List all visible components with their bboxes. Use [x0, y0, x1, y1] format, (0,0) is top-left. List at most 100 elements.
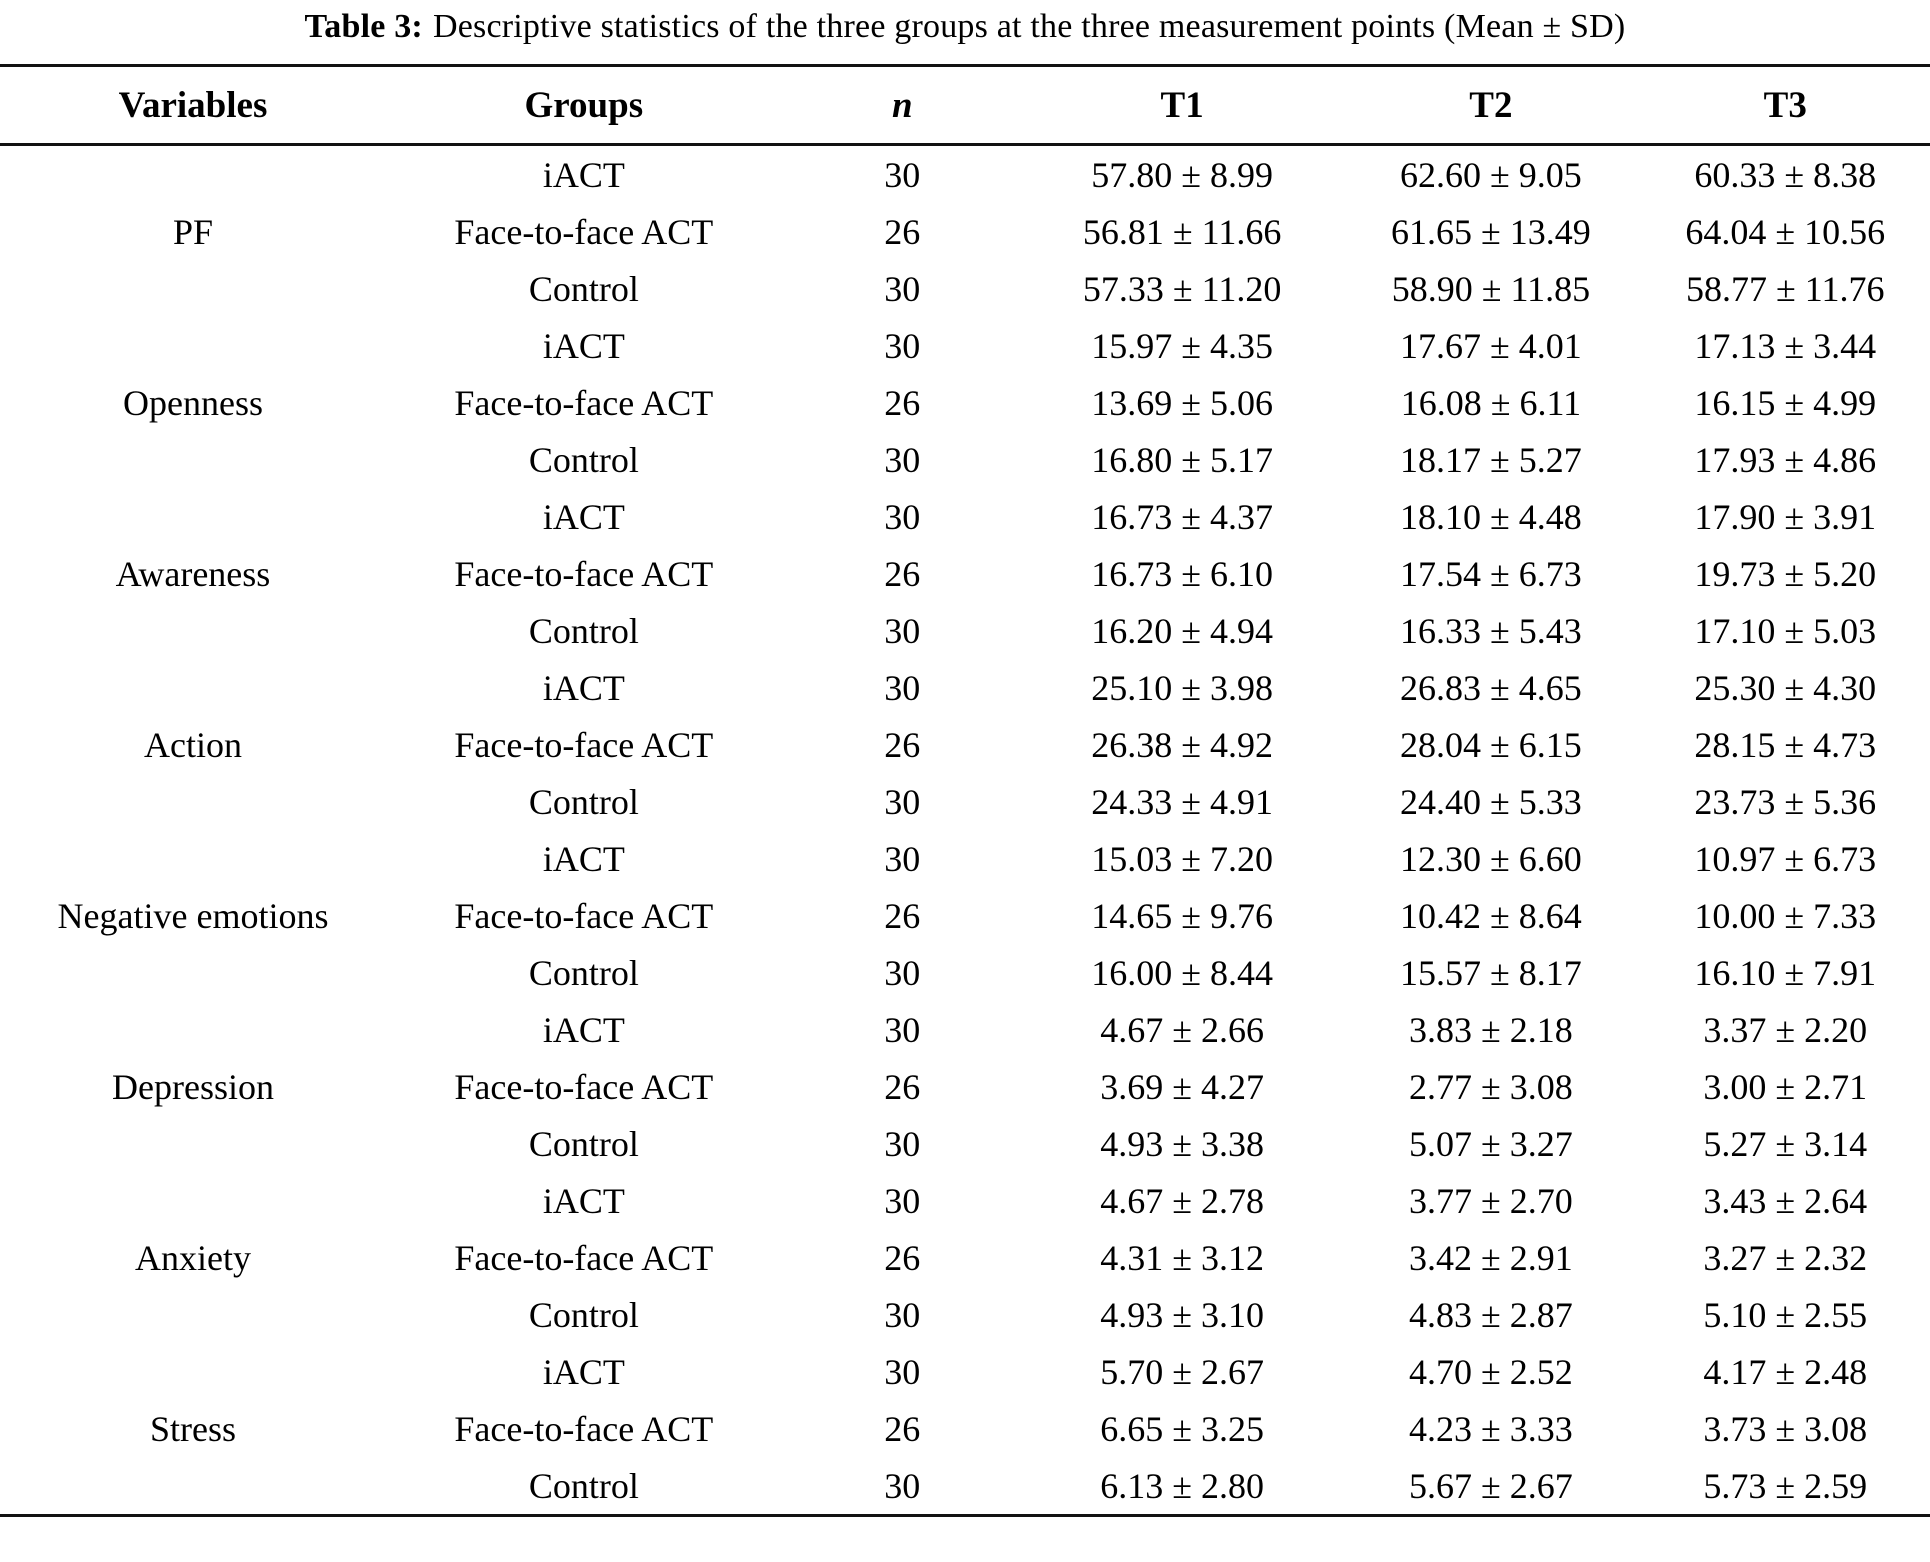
t1-cell: 13.69 ± 5.06: [1091, 382, 1273, 423]
table-row: Awareness iACT 30 16.73 ± 4.37 18.10 ± 4.48 1…: [0, 488, 1930, 594]
n-cell: 30: [884, 610, 921, 651]
t1-cell: 4.31 ± 3.12: [1100, 1237, 1264, 1278]
n-cell: 30: [884, 781, 921, 822]
t3-cell: 19.73 ± 5.20: [1694, 553, 1877, 594]
table-row: Face-to-face ACT 26 56.81 ± 11.66 61.65 ± 1…: [0, 203, 1930, 260]
t1-cell: 24.33 ± 4.91: [1091, 781, 1273, 822]
t3-cell: 3.73 ± 3.08: [1703, 1408, 1868, 1449]
t3-cell: 3.27 ± 2.32: [1703, 1237, 1868, 1278]
header-n: n: [781, 65, 1023, 146]
table-row: Anxiety iACT 30 4.67 ± 2.78 3.77 ± 2.70 3.43 …: [0, 1172, 1930, 1278]
table-row: Face-to-face ACT 26 13.69 ± 5.06 16.08 ± 6.…: [0, 374, 1930, 431]
t1-cell: 4.93 ± 3.38: [1100, 1123, 1264, 1164]
n-cell: 30: [884, 838, 921, 879]
t3-cell: 58.77 ± 11.76: [1686, 268, 1885, 309]
t1-cell: 6.65 ± 3.25: [1100, 1408, 1264, 1449]
t3-cell: 60.33 ± 8.38: [1694, 154, 1877, 195]
n-cell: 30: [884, 1351, 921, 1392]
n-cell: 30: [884, 1009, 921, 1050]
n-cell: 30: [884, 154, 921, 195]
t1-cell: 56.81 ± 11.66: [1082, 211, 1282, 252]
t2-cell: 5.07 ± 3.27: [1409, 1123, 1573, 1164]
t2-cell: 5.67 ± 2.67: [1409, 1465, 1573, 1506]
t1-cell: 4.67 ± 2.78: [1100, 1180, 1264, 1221]
table-row: Control 30 16.20 ± 4.94 16.33 ± 5.43 17.10 ±…: [0, 602, 1930, 659]
group-cell: Face-to-face ACT: [454, 553, 714, 594]
t2-cell: 12.30 ± 6.60: [1400, 838, 1582, 879]
table-row: Depression iACT 30 4.67 ± 2.66 3.83 ± 2.18 3.…: [0, 1001, 1930, 1107]
t2-cell: 3.77 ± 2.70: [1409, 1180, 1573, 1221]
t1-cell: 25.10 ± 3.98: [1091, 667, 1273, 708]
n-cell: 26: [884, 1237, 921, 1278]
t3-cell: 10.00 ± 7.33: [1694, 895, 1877, 936]
table-row: Face-to-face ACT 26 3.69 ± 4.27 2.77 ± 3.08…: [0, 1058, 1930, 1115]
t2-cell: 61.65 ± 13.49: [1391, 211, 1591, 252]
header-t3: T3: [1640, 65, 1930, 146]
t2-cell: 10.42 ± 8.64: [1400, 895, 1582, 936]
t3-cell: 17.13 ± 3.44: [1694, 325, 1877, 366]
t1-cell: 26.38 ± 4.92: [1091, 724, 1273, 765]
t2-cell: 26.83 ± 4.65: [1400, 667, 1582, 708]
variable-name-cell: Action: [144, 724, 242, 765]
table-row: Control 30 57.33 ± 11.20 58.90 ± 11.85 58.77…: [0, 260, 1930, 317]
group-cell: Control: [528, 781, 639, 822]
t2-cell: 28.04 ± 6.15: [1400, 724, 1582, 765]
group-cell: iACT: [542, 1180, 625, 1221]
variable-name-cell: Openness: [123, 382, 263, 423]
t2-cell: 17.67 ± 4.01: [1400, 325, 1582, 366]
t3-cell: 10.97 ± 6.73: [1694, 838, 1877, 879]
t3-cell: 17.10 ± 5.03: [1694, 610, 1877, 651]
t3-cell: 5.10 ± 2.55: [1703, 1294, 1868, 1335]
header-variables: Variables: [0, 65, 386, 146]
table-row: Control 30 4.93 ± 3.10 4.83 ± 2.87 5.10 ± 2.…: [0, 1286, 1930, 1343]
group-cell: iACT: [542, 1351, 625, 1392]
variable-name-cell: PF: [172, 211, 214, 252]
header-row: Variables Groups n T1 T2 T3: [0, 65, 1930, 146]
t2-cell: 2.77 ± 3.08: [1409, 1066, 1573, 1107]
variable-name-cell: Anxiety: [135, 1237, 251, 1278]
t1-cell: 16.80 ± 5.17: [1091, 439, 1273, 480]
t1-cell: 6.13 ± 2.80: [1100, 1465, 1264, 1506]
group-cell: iACT: [542, 325, 625, 366]
table-row: Control 30 6.13 ± 2.80 5.67 ± 2.67 5.73 ± 2.…: [0, 1457, 1930, 1516]
table-row: Face-to-face ACT 26 4.31 ± 3.12 3.42 ± 2.91…: [0, 1229, 1930, 1286]
table-row: Negative emotions iACT 30 15.03 ± 7.20 12.30…: [0, 830, 1930, 936]
variable-name-cell: Stress: [149, 1408, 236, 1449]
group-cell: Face-to-face ACT: [454, 1237, 714, 1278]
t1-cell: 57.33 ± 11.20: [1082, 268, 1282, 309]
n-cell: 26: [884, 382, 921, 423]
table-row: Face-to-face ACT 26 16.73 ± 6.10 17.54 ± 6.…: [0, 545, 1930, 602]
n-cell: 30: [884, 952, 921, 993]
group-cell: Face-to-face ACT: [454, 895, 714, 936]
t2-cell: 16.33 ± 5.43: [1400, 610, 1582, 651]
header-t2: T2: [1341, 65, 1641, 146]
n-cell: 30: [884, 325, 921, 366]
t3-cell: 4.17 ± 2.48: [1703, 1351, 1868, 1392]
t2-cell: 18.17 ± 5.27: [1400, 439, 1582, 480]
t2-cell: 58.90 ± 11.85: [1391, 268, 1591, 309]
t2-cell: 17.54 ± 6.73: [1400, 553, 1582, 594]
n-cell: 26: [884, 1066, 921, 1107]
group-cell: Control: [528, 1465, 639, 1506]
t2-cell: 4.70 ± 2.52: [1409, 1351, 1573, 1392]
n-cell: 30: [884, 496, 921, 537]
table-row: Openness iACT 30 15.97 ± 4.35 17.67 ± 4.01 17…: [0, 317, 1930, 423]
table-row: Face-to-face ACT 26 6.65 ± 3.25 4.23 ± 3.33…: [0, 1400, 1930, 1457]
n-cell: 26: [884, 724, 921, 765]
t1-cell: 16.73 ± 4.37: [1091, 496, 1273, 537]
n-cell: 26: [884, 553, 921, 594]
group-cell: iACT: [542, 667, 625, 708]
t3-cell: 17.90 ± 3.91: [1694, 496, 1877, 537]
t1-cell: 57.80 ± 8.99: [1091, 154, 1273, 195]
group-cell: Control: [528, 610, 639, 651]
t2-cell: 16.08 ± 6.11: [1400, 382, 1582, 423]
group-cell: Control: [528, 952, 639, 993]
table-caption-text: Descriptive statistics of the three grou…: [432, 8, 1626, 45]
group-cell: Control: [528, 1123, 639, 1164]
n-cell: 30: [884, 268, 921, 309]
t1-cell: 14.65 ± 9.76: [1091, 895, 1273, 936]
descriptive-statistics-table: Variables Groups n T1 T2 T3 PF iACT 30 57.8…: [0, 64, 1930, 1517]
t2-cell: 18.10 ± 4.48: [1400, 496, 1582, 537]
group-cell: Control: [528, 268, 639, 309]
table-row: PF iACT 30 57.80 ± 8.99 62.60 ± 9.05 60.33 ± …: [0, 145, 1930, 252]
